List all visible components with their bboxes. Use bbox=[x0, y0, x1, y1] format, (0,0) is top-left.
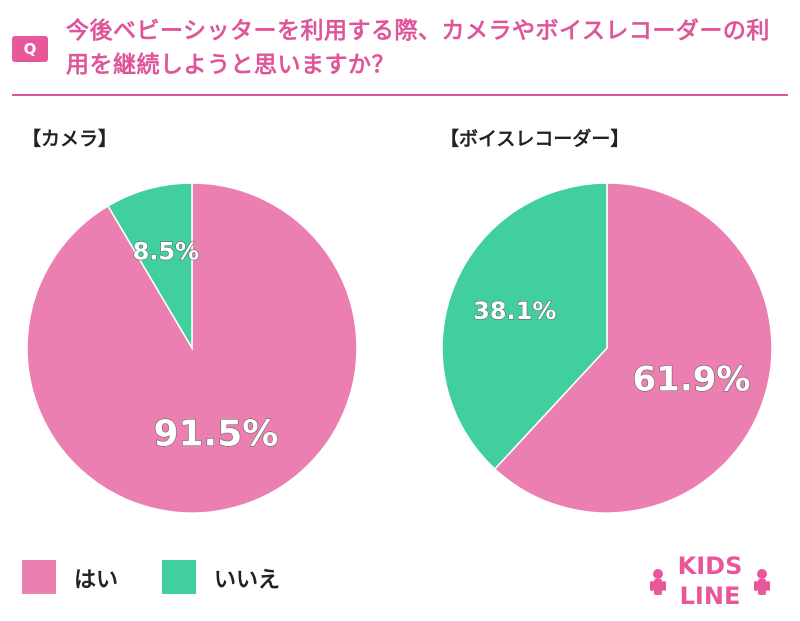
legend-label-no: いいえ bbox=[214, 568, 281, 593]
logo-text-line: LINE bbox=[680, 582, 741, 610]
chart-title-voice-recorder: 【ボイスレコーダー】 bbox=[440, 128, 630, 150]
legend-label-yes: はい bbox=[74, 568, 119, 593]
question-badge: Q bbox=[12, 36, 48, 62]
legend-swatch-yes bbox=[22, 560, 56, 594]
pie-slice-camera-no bbox=[106, 182, 193, 351]
pie-label-camera-no: 8.5% bbox=[133, 238, 200, 266]
pie-slice-voice-recorder-yes bbox=[493, 182, 773, 514]
pie-slice-voice-recorder-no bbox=[441, 182, 608, 471]
pie-label-voice-recorder-yes: 61.9% bbox=[633, 360, 751, 400]
logo-figure-icon bbox=[650, 569, 770, 595]
pie-slice-camera-yes bbox=[26, 182, 358, 514]
pie-label-camera-yes: 91.5% bbox=[153, 414, 278, 455]
logo-text-kids: KIDS bbox=[678, 552, 743, 580]
title-divider bbox=[12, 94, 788, 96]
pie-label-voice-recorder-no: 38.1% bbox=[473, 297, 556, 325]
pie-chart-voice-recorder: 61.9% 38.1% bbox=[441, 182, 773, 514]
legend-swatch-no bbox=[162, 560, 196, 594]
kidsline-logo: KIDS LINE bbox=[650, 552, 770, 610]
pie-chart-camera: 91.5% 8.5% bbox=[26, 182, 358, 514]
chart-title-camera: 【カメラ】 bbox=[22, 128, 118, 150]
question-title: 今後ベビーシッターを利用する際、カメラやボイスレコーダーの利用を継続しようと思い… bbox=[66, 18, 770, 78]
